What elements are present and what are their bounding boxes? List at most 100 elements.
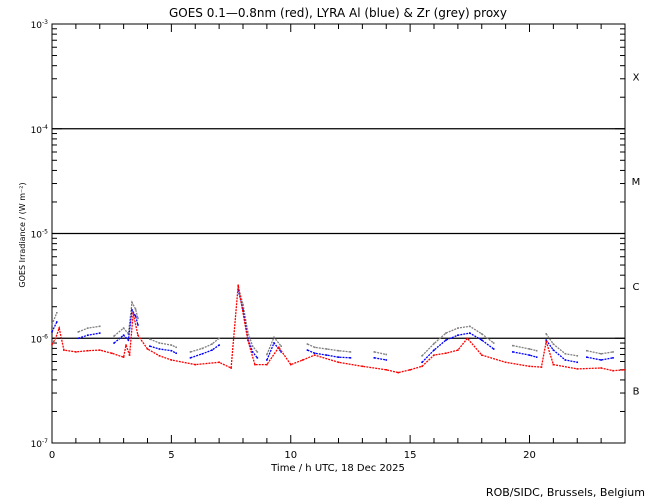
series-line xyxy=(266,341,282,361)
series-line xyxy=(190,344,220,359)
data-point xyxy=(146,348,149,350)
y-tick-label: 10-6 xyxy=(31,333,49,345)
y-axis-label: GOES Irradiance / (W m⁻²) xyxy=(18,182,27,287)
series-line xyxy=(78,332,100,339)
series-lyra-zr-proxy xyxy=(51,285,614,357)
data-point xyxy=(385,368,388,371)
data-point xyxy=(149,345,151,347)
data-point xyxy=(77,331,80,333)
credit-text: ROB/SIDC, Brussels, Belgium xyxy=(486,486,645,499)
series-line xyxy=(421,325,495,357)
data-point xyxy=(218,344,220,346)
series-line xyxy=(307,349,351,359)
data-point xyxy=(624,368,626,371)
series-line xyxy=(586,356,614,361)
series-line xyxy=(190,337,220,353)
data-point xyxy=(113,342,115,344)
y-tick-label: 10-4 xyxy=(31,124,49,136)
data-point xyxy=(149,338,151,340)
data-point xyxy=(306,349,309,351)
series-line xyxy=(237,286,258,353)
series-line xyxy=(586,350,614,355)
chart-title: GOES 0.1—0.8nm (red), LYRA Al (blue) & Z… xyxy=(169,6,507,20)
series-line xyxy=(545,333,578,357)
series-line xyxy=(266,336,282,355)
series-line xyxy=(545,339,578,363)
data-point xyxy=(266,363,268,366)
x-tick-label: 15 xyxy=(404,450,417,461)
data-point xyxy=(55,321,58,323)
x-tick-label: 20 xyxy=(523,450,536,461)
data-point xyxy=(280,351,282,353)
data-point xyxy=(492,348,495,350)
data-point xyxy=(218,337,220,340)
data-point xyxy=(256,357,259,359)
y-tick-label: 10-5 xyxy=(31,229,49,241)
data-point xyxy=(528,354,531,356)
y-tick-label: 10-3 xyxy=(31,19,49,31)
series-line xyxy=(374,351,387,356)
data-point xyxy=(511,351,514,353)
x-tick-label: 0 xyxy=(49,450,55,461)
series-lyra-al-proxy xyxy=(51,289,614,364)
data-point xyxy=(409,368,411,371)
series-line xyxy=(51,285,626,374)
data-point xyxy=(600,353,602,355)
series-line xyxy=(113,308,139,344)
data-point xyxy=(349,351,352,353)
series-line xyxy=(149,345,177,354)
data-point xyxy=(511,344,514,347)
flare-class-label: X xyxy=(633,72,640,83)
x-tick-label: 5 xyxy=(168,450,174,461)
data-point xyxy=(421,354,423,357)
series-goes-0-1-0-8nm xyxy=(51,284,626,374)
data-point xyxy=(492,342,495,344)
data-point xyxy=(600,359,602,361)
data-point xyxy=(137,324,139,326)
series-line xyxy=(512,344,537,352)
data-point xyxy=(122,356,125,358)
data-point xyxy=(134,315,137,317)
data-point xyxy=(254,363,256,366)
x-tick-label: 10 xyxy=(284,450,297,461)
data-point xyxy=(113,335,115,337)
data-point xyxy=(189,357,192,359)
data-point xyxy=(612,351,614,353)
data-point xyxy=(230,367,232,369)
series-line xyxy=(307,343,351,353)
data-point xyxy=(256,351,259,353)
flare-class-label: B xyxy=(633,387,640,398)
data-point xyxy=(480,339,483,341)
data-point xyxy=(278,346,280,349)
data-point xyxy=(528,348,531,350)
series-line xyxy=(113,300,139,337)
flare-class-label: M xyxy=(632,177,641,188)
data-point xyxy=(349,357,352,359)
data-point xyxy=(445,339,447,341)
data-point xyxy=(586,356,588,358)
flare-class-label: C xyxy=(633,282,640,293)
series-line xyxy=(51,321,58,333)
series-line xyxy=(374,357,387,361)
series-line xyxy=(78,325,100,333)
data-point xyxy=(433,342,435,345)
y-tick-label: 10-7 xyxy=(31,438,49,450)
series-line xyxy=(421,332,495,363)
x-axis-label: Time / h UTC, 18 Dec 2025 xyxy=(270,463,405,474)
series-line xyxy=(149,338,177,348)
data-point xyxy=(125,344,127,346)
data-point xyxy=(134,308,137,310)
data-point xyxy=(137,317,139,320)
data-point xyxy=(433,349,435,351)
data-point xyxy=(466,337,469,340)
data-point xyxy=(397,371,399,374)
series-line xyxy=(51,312,58,325)
series-line xyxy=(512,351,537,358)
data-point xyxy=(189,351,192,353)
data-point xyxy=(289,363,292,366)
data-point xyxy=(612,357,614,359)
data-point xyxy=(77,337,80,340)
data-point xyxy=(301,359,304,361)
plot-area: 10-7 10-6 10-5 10-4 10-3 0 5 10 15 20 X M C B xyxy=(31,19,641,461)
